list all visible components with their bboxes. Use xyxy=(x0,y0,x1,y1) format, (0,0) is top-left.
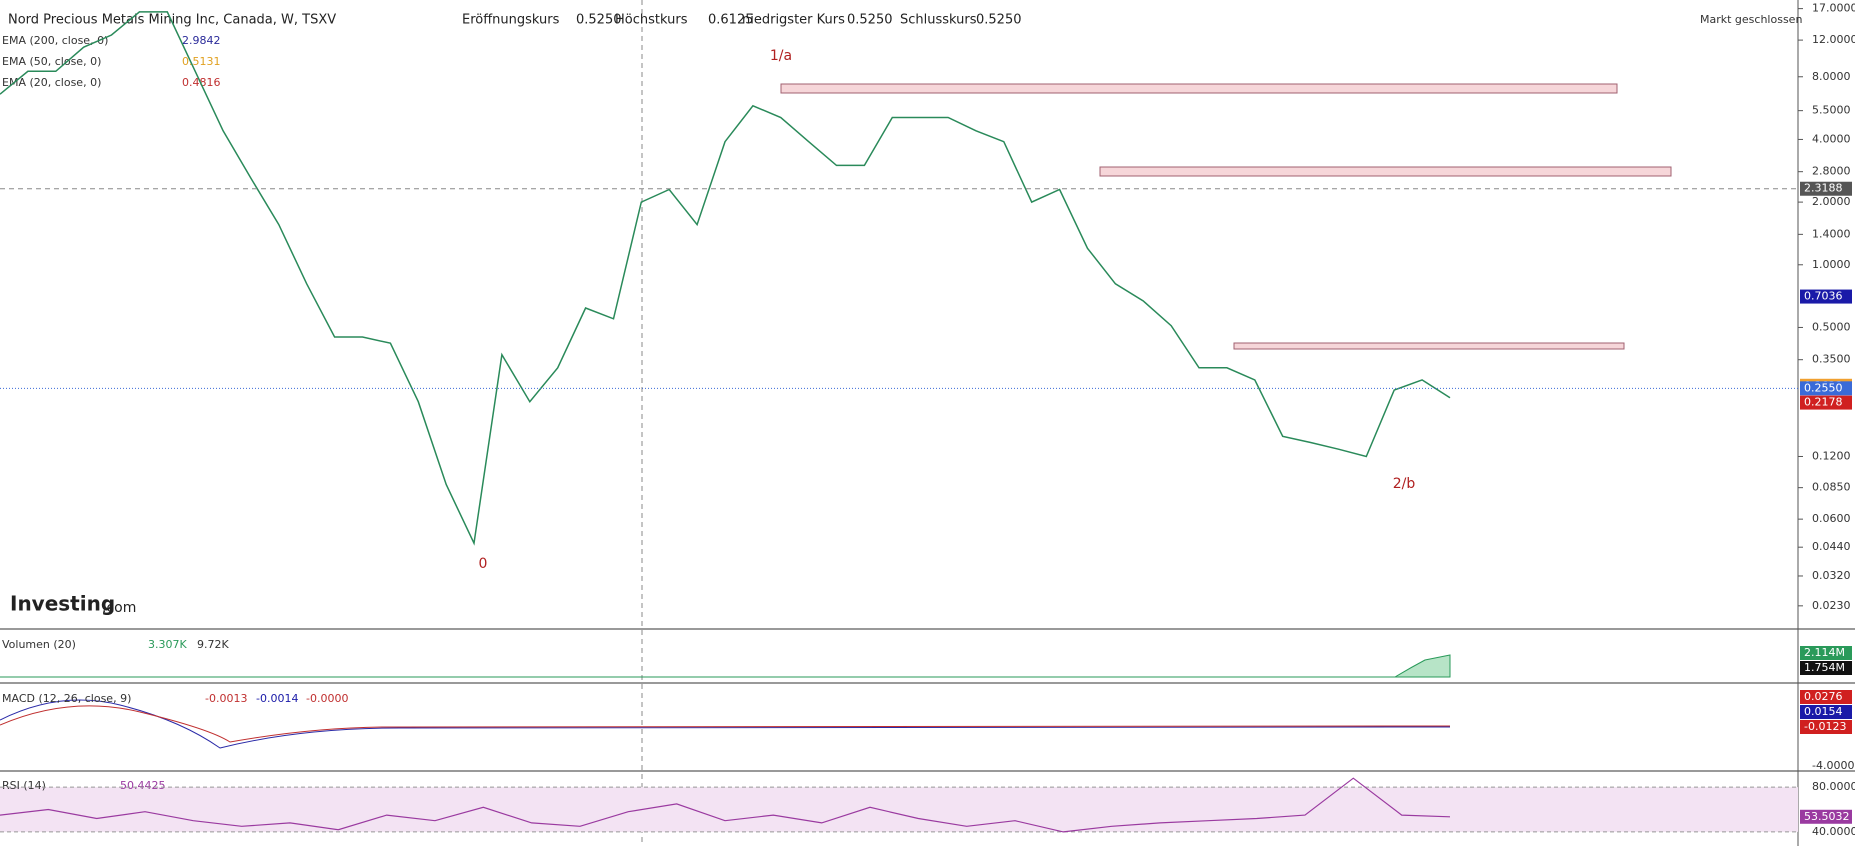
price-tag-label: 0.7036 xyxy=(1804,290,1843,303)
y-tick-label: 0.0850 xyxy=(1812,481,1851,494)
indicator-value: 2.9842 xyxy=(182,34,221,47)
y-tick-label: 0.0440 xyxy=(1812,540,1851,553)
y-tick-label: 40.0000 xyxy=(1812,825,1855,838)
y-tick-label: 0.3500 xyxy=(1812,353,1851,366)
panel-tag-label: 2.114M xyxy=(1804,646,1845,659)
macd-value: -0.0014 xyxy=(256,692,298,705)
indicator-name: EMA (50, close, 0) xyxy=(2,55,101,68)
rsi-tag xyxy=(1800,809,1852,824)
ohlc-label: Höchstkurs xyxy=(615,13,688,28)
panel-tag-label: 0.0154 xyxy=(1804,705,1843,718)
y-tick-label: 0.0320 xyxy=(1812,569,1851,582)
macd-value: -0.0013 xyxy=(205,692,247,705)
wave-label: 2/b xyxy=(1393,476,1416,492)
y-tick-label: 0.1200 xyxy=(1812,449,1851,462)
ohlc-label: Schlusskurs xyxy=(900,13,977,28)
ohlc-label: niedrigster Kurs xyxy=(742,13,845,28)
y-tick-label: 4.0000 xyxy=(1812,132,1851,145)
ohlc-value: 0.5250 xyxy=(976,13,1022,28)
indicator-name: EMA (20, close, 0) xyxy=(2,76,101,89)
y-tick-label: 1.0000 xyxy=(1812,258,1851,271)
y-tick-label: 17.0000 xyxy=(1812,2,1855,15)
panel-tag xyxy=(1800,720,1852,734)
y-tick-label: 5.5000 xyxy=(1812,104,1851,117)
ohlc-value: 0.5250 xyxy=(847,13,893,28)
wave-label: 0 xyxy=(479,556,488,572)
rsi-tag-label: 53.5032 xyxy=(1804,810,1850,823)
panel-tag xyxy=(1800,705,1852,719)
volume-name: Volumen (20) xyxy=(2,638,76,651)
zone-box xyxy=(1233,342,1625,350)
zone-box xyxy=(1099,166,1672,177)
volume-value: 3.307K xyxy=(148,638,187,651)
panel-tag-label: -0.0123 xyxy=(1804,720,1846,733)
volume-value: 9.72K xyxy=(197,638,229,651)
ohlc-value: 0.5250 xyxy=(576,13,622,28)
y-tick-label: 0.0600 xyxy=(1812,512,1851,525)
header-title: Nord Precious Metals Mining Inc, Canada,… xyxy=(8,13,336,28)
price-tag xyxy=(1800,395,1852,410)
y-tick-label: 12.0000 xyxy=(1812,33,1855,46)
rsi-band xyxy=(0,787,1798,832)
logo-suffix: .com xyxy=(102,600,136,616)
volume-area xyxy=(1393,654,1451,678)
price-line xyxy=(0,11,1451,546)
rsi-line xyxy=(0,777,1451,833)
panel-tag-label: 1.754M xyxy=(1804,661,1845,674)
macd-name: MACD (12, 26, close, 9) xyxy=(2,692,131,705)
rsi-name: RSI (14) xyxy=(2,779,46,792)
y-tick-label: 80.0000 xyxy=(1812,780,1855,793)
rsi-value: 50.4425 xyxy=(120,779,166,792)
market-status: Markt geschlossen xyxy=(1700,13,1802,26)
macd-tick: -4.0000 xyxy=(1812,759,1854,772)
logo: Investing xyxy=(10,592,115,616)
panel-tag xyxy=(1800,690,1852,704)
macd-signal xyxy=(0,705,1451,743)
price-tag-label: 0.2178 xyxy=(1804,396,1843,409)
panel-tag xyxy=(1800,646,1852,660)
y-tick-label: 2.8000 xyxy=(1812,165,1851,178)
y-tick-label: 0.0230 xyxy=(1812,599,1851,612)
wave-label: 1/a xyxy=(770,48,792,64)
macd-line xyxy=(0,699,1451,749)
y-tick-label: 8.0000 xyxy=(1812,70,1851,83)
price-tag xyxy=(1800,181,1852,196)
indicator-name: EMA (200, close, 0) xyxy=(2,34,108,47)
ohlc-value: 0.6125 xyxy=(708,13,754,28)
zone-box xyxy=(780,83,1618,94)
price-tag-label: 2.3188 xyxy=(1804,182,1843,195)
y-tick-label: 0.5000 xyxy=(1812,320,1851,333)
panel-tag-label: 0.0276 xyxy=(1804,690,1843,703)
panel-tag xyxy=(1800,661,1852,675)
price-tag xyxy=(1800,381,1852,396)
macd-value: -0.0000 xyxy=(306,692,348,705)
y-tick-label: 1.4000 xyxy=(1812,227,1851,240)
ohlc-label: Eröffnungskurs xyxy=(462,13,560,28)
y-tick-label: 2.0000 xyxy=(1812,195,1851,208)
price-tag-label: 0.2550 xyxy=(1804,381,1843,394)
price-tag xyxy=(1800,289,1852,304)
